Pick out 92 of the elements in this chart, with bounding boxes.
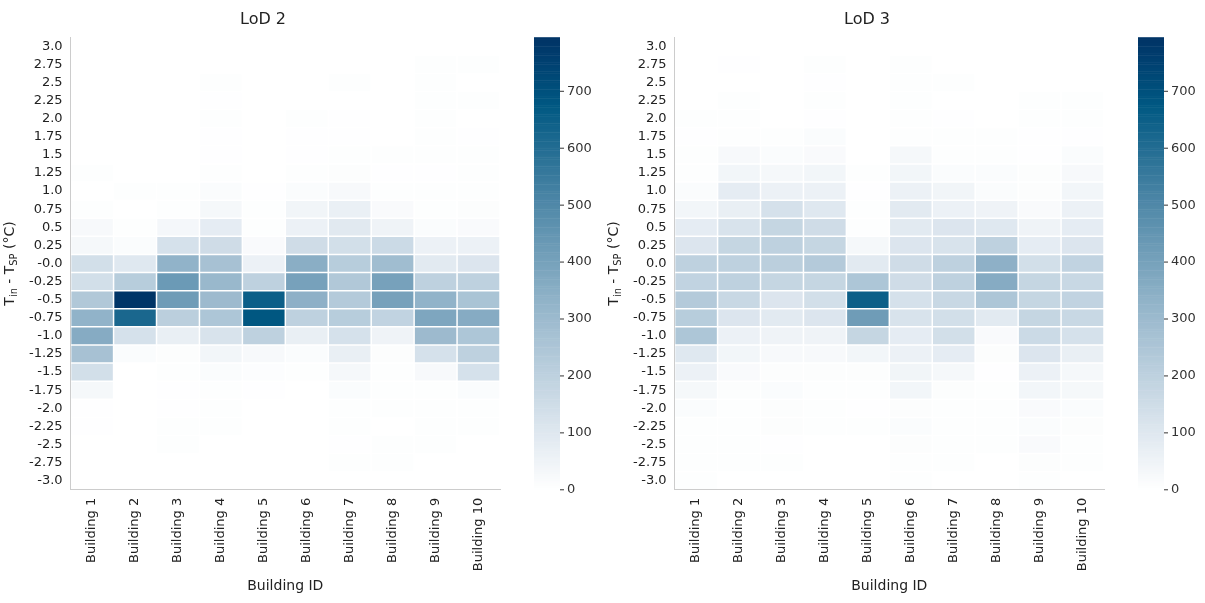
y-tick-label: 1.25 (637, 164, 667, 180)
y-tick-label: 2.25 (33, 91, 63, 107)
y-tick-label: 1.5 (645, 146, 667, 162)
y-tick-label: 0.25 (33, 236, 63, 252)
color-bar-label: 100 (1171, 424, 1196, 440)
y-tick-label: 1.5 (41, 146, 63, 162)
y-tick-label: -2.0 (641, 399, 667, 415)
x-tick-label: Building 10 (469, 497, 485, 572)
chart-title: LoD 3 (843, 8, 891, 28)
x-tick-label: Building 9 (426, 497, 442, 563)
x-tick-label: Building 2 (730, 497, 746, 563)
color-bar-label: 500 (567, 196, 592, 212)
y-tick-label: 0.25 (637, 236, 667, 252)
y-tick-label: 2.5 (41, 73, 63, 89)
x-tick-label: Building 3 (773, 497, 789, 563)
color-bar-label: 600 (567, 139, 592, 155)
y-tick-label: -1.0 (641, 327, 667, 343)
y-tick-label: 3.0 (645, 37, 667, 53)
y-axis-title: Tin - TSP (°C) (605, 221, 624, 307)
y-tick-label: -1.25 (29, 345, 63, 361)
x-tick-label: Building 4 (212, 497, 228, 563)
y-tick-label: 2.0 (41, 110, 63, 126)
y-tick-label: -1.5 (641, 363, 667, 379)
y-tick-label: 0.75 (33, 200, 63, 216)
color-bar-label: 0 (567, 481, 576, 497)
x-axis-title: Building ID (247, 577, 324, 594)
color-bar-label: 0 (1171, 481, 1180, 497)
y-tick-label: 2.75 (637, 55, 667, 71)
y-tick-label: 0.75 (637, 200, 667, 216)
y-tick-label: 2.5 (645, 73, 667, 89)
x-tick-label: Building 3 (169, 497, 185, 563)
x-tick-label: Building 8 (384, 497, 400, 563)
y-tick-label: -1.75 (633, 381, 667, 397)
y-tick-label: -2.5 (641, 435, 667, 451)
y-tick-label: 0.5 (41, 218, 63, 234)
y-tick-label: 1.0 (645, 182, 667, 198)
x-tick-label: Building 7 (945, 497, 961, 563)
y-axis-title: Tin - TSP (°C) (1, 221, 20, 307)
y-tick-label: -1.0 (37, 327, 63, 343)
y-tick-label: -0.25 (633, 272, 667, 288)
color-bar-label: 300 (1171, 310, 1196, 326)
x-tick-label: Building 6 (298, 497, 314, 563)
color-bar-label: 700 (1171, 82, 1196, 98)
x-tick-label: Building 2 (126, 497, 142, 563)
y-tick-label: -1.25 (633, 345, 667, 361)
y-tick-label: -2.5 (37, 435, 63, 451)
y-tick-label: -3.0 (641, 472, 667, 488)
y-tick-label: -0.75 (29, 309, 63, 325)
y-tick-label: 1.75 (637, 128, 667, 144)
y-tick-label: -0.75 (633, 309, 667, 325)
y-tick-label: -1.5 (37, 363, 63, 379)
y-tick-label: 2.0 (645, 110, 667, 126)
y-tick-label: -1.75 (29, 381, 63, 397)
y-tick-label: 1.75 (33, 128, 63, 144)
y-tick-label: -2.75 (29, 454, 63, 470)
x-axis-title: Building ID (851, 577, 928, 594)
x-tick-label: Building 8 (988, 497, 1004, 563)
x-tick-label: Building 9 (1030, 497, 1046, 563)
x-tick-label: Building 6 (902, 497, 918, 563)
y-tick-label: -0.5 (641, 291, 667, 307)
chart-title: LoD 2 (239, 8, 287, 28)
y-tick-label: -2.75 (633, 454, 667, 470)
y-tick-label: 0.0 (645, 254, 667, 270)
y-tick-label: -0.5 (37, 291, 63, 307)
y-tick-label: 1.25 (33, 164, 63, 180)
y-tick-label: 2.25 (637, 91, 667, 107)
y-tick-label: 2.75 (33, 55, 63, 71)
x-tick-label: Building 1 (83, 497, 99, 563)
color-bar-label: 200 (1171, 367, 1196, 383)
x-tick-label: Building 7 (341, 497, 357, 563)
color-bar-label: 400 (567, 253, 592, 269)
color-bar-label: 200 (567, 367, 592, 383)
y-tick-label: -2.25 (633, 417, 667, 433)
color-bar-label: 500 (1171, 196, 1196, 212)
color-bar-label: 400 (1171, 253, 1196, 269)
color-bar-label: 100 (567, 424, 592, 440)
y-tick-label: -0.0 (37, 254, 63, 270)
y-tick-label: 0.5 (645, 218, 667, 234)
y-tick-label: 3.0 (41, 37, 63, 53)
color-bar-label: 300 (567, 310, 592, 326)
color-bar-label: 600 (1171, 139, 1196, 155)
x-tick-label: Building 5 (859, 497, 875, 563)
x-tick-label: Building 1 (687, 497, 703, 563)
y-tick-label: -2.25 (29, 417, 63, 433)
y-tick-label: -0.25 (29, 272, 63, 288)
color-bar-label: 700 (567, 82, 592, 98)
x-tick-label: Building 5 (255, 497, 271, 563)
y-tick-label: -3.0 (37, 472, 63, 488)
y-tick-label: -2.0 (37, 399, 63, 415)
y-tick-label: 1.0 (41, 182, 63, 198)
x-tick-label: Building 4 (816, 497, 832, 563)
x-tick-label: Building 10 (1073, 497, 1089, 572)
